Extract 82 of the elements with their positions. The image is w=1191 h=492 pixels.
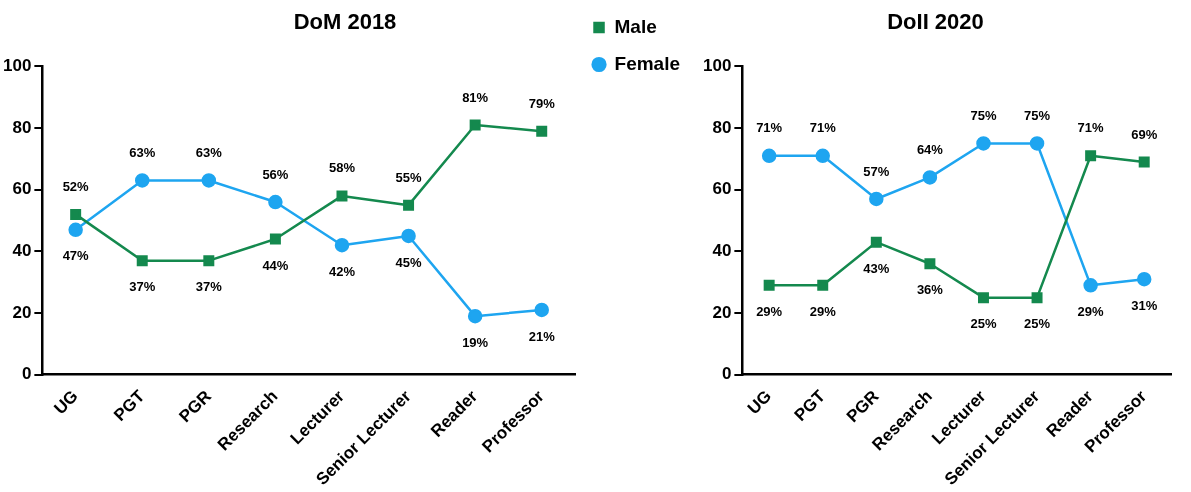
point [467,308,483,324]
data-label: 44% [262,257,289,273]
y-tick-label: 60 [12,179,32,199]
point [469,119,481,131]
data-label: 75% [970,108,997,124]
x-tick-label: UG [743,386,776,419]
point [134,173,150,188]
data-label: 25% [1024,316,1051,332]
data-label: 52% [62,178,90,194]
point [1083,278,1098,293]
y-tick-label: 60 [712,179,732,199]
y-tick-label: 100 [702,56,732,76]
data-label: 69% [1131,126,1158,142]
point [534,302,549,318]
y-tick-label: 80 [712,117,732,137]
legend-label: Male [614,15,657,37]
data-label: 63% [195,145,223,161]
point [1085,150,1097,162]
data-label: 55% [395,169,423,185]
point [977,292,989,304]
data-label: 56% [262,166,289,182]
data-label: 25% [970,316,997,332]
point [201,173,217,188]
point [336,190,348,202]
legend-label: Female [614,52,680,74]
y-tick-label: 40 [712,241,732,261]
data-label: 75% [1024,108,1051,124]
y-tick-label: 0 [21,364,32,384]
point [869,191,884,207]
data-label: 63% [129,145,156,161]
point [203,255,215,267]
point [1031,292,1043,304]
point [1136,271,1152,287]
y-tick-label: 80 [12,117,32,137]
y-tick-label: 0 [721,364,732,384]
point [269,233,281,245]
point [403,199,415,211]
data-label: 29% [756,303,783,319]
point [1029,136,1045,151]
point [761,148,777,164]
chart-title: DoM 2018 [293,9,397,35]
point [401,228,416,244]
y-tick-label: 100 [2,56,32,76]
data-label: 71% [1077,120,1105,136]
point [136,255,148,267]
point [1138,156,1150,168]
data-label: 71% [809,120,837,136]
data-label: 21% [528,328,556,344]
point [536,125,548,137]
data-label: 31% [1131,297,1158,313]
data-label: 29% [809,303,837,319]
data-label: 42% [328,263,356,279]
data-label: 58% [328,160,356,176]
data-label: 37% [195,279,223,295]
chart-title: DoII 2020 [887,9,984,35]
data-label: 37% [129,279,156,295]
y-tick-label: 20 [712,302,732,322]
data-label: 45% [395,254,423,270]
data-label: 57% [863,163,890,179]
point [922,170,938,185]
data-label: 43% [863,260,890,276]
y-tick-label: 40 [12,241,32,261]
data-label: 79% [528,95,556,111]
point [924,258,936,270]
point [763,279,775,291]
data-label: 29% [1077,303,1105,319]
data-label: 19% [462,334,489,350]
point [976,136,991,151]
point [268,194,283,210]
data-label: 64% [916,141,944,157]
y-tick-label: 20 [12,302,32,322]
point [70,208,82,220]
point [68,222,83,238]
data-label: 36% [916,282,944,298]
point [334,237,350,253]
data-label: 47% [62,248,90,264]
data-label: 81% [462,89,489,105]
data-label: 71% [756,120,783,136]
point [815,148,830,164]
point [870,236,882,248]
x-tick-label: UG [50,386,82,419]
point [817,279,829,291]
